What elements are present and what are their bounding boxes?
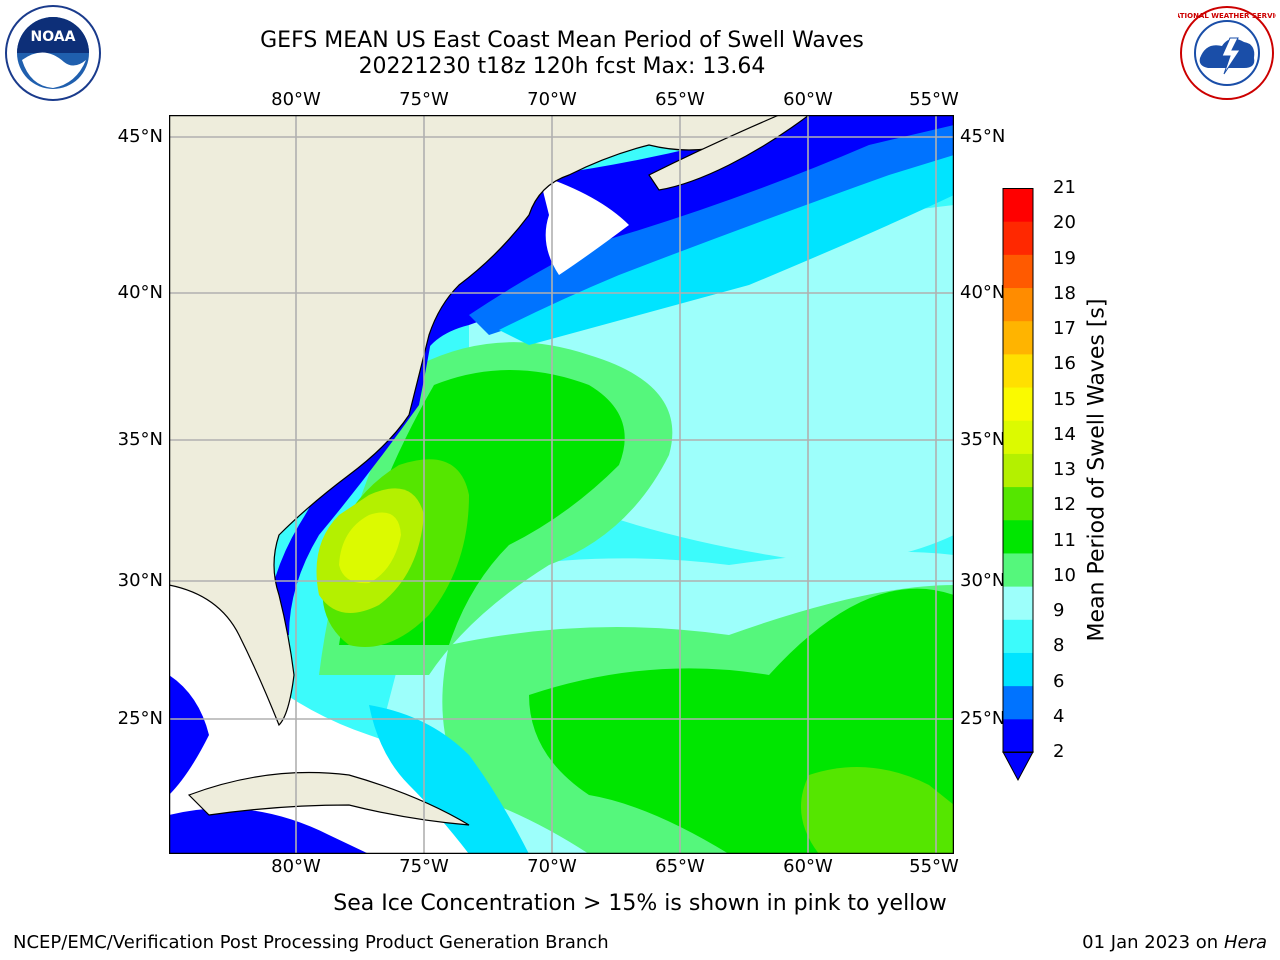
colorbar-tick-label: 2 — [1053, 741, 1065, 762]
lon-label-top: 80°W — [271, 89, 321, 110]
lon-label-bottom: 60°W — [783, 856, 833, 877]
colorbar-segment — [1003, 519, 1033, 554]
field-4-6s-bahamas — [369, 705, 529, 854]
colorbar-tick-label: 15 — [1053, 388, 1076, 410]
colorbar-segment — [1003, 619, 1033, 653]
colorbar — [1002, 188, 1034, 782]
lat-label-right: 35°N — [960, 429, 1006, 450]
colorbar-tick-label: 16 — [1053, 353, 1076, 375]
field-13-14s-max — [339, 512, 401, 584]
land-nova-scotia — [648, 115, 811, 191]
lat-label-right: 30°N — [960, 570, 1006, 591]
lat-label-right: 25°N — [960, 708, 1006, 729]
swell-period-map — [169, 115, 954, 854]
colorbar-tick-label: 9 — [1053, 600, 1065, 621]
lat-label-left: 30°N — [117, 570, 163, 591]
colorbar-segment — [1003, 685, 1033, 720]
lat-label-right: 45°N — [960, 126, 1006, 147]
lat-label-left: 45°N — [117, 126, 163, 147]
colorbar-tick-label: 13 — [1053, 459, 1076, 480]
footer-branch: NCEP/EMC/Verification Post Processing Pr… — [13, 932, 609, 953]
masked-area-gulf-of-maine — [539, 175, 629, 275]
lat-label-right: 40°N — [960, 282, 1006, 303]
colorbar-segment — [1003, 453, 1033, 488]
field-4-6s-north — [469, 125, 954, 335]
lon-label-top: 60°W — [783, 89, 833, 110]
colorbar-segment — [1003, 188, 1033, 222]
colorbar-segment — [1003, 320, 1033, 355]
graticule — [169, 115, 954, 854]
colorbar-segment — [1003, 387, 1033, 421]
field-11-12s-southeast — [801, 767, 954, 854]
lon-label-top: 65°W — [655, 89, 705, 110]
colorbar-tick-label: 18 — [1053, 282, 1076, 304]
colorbar-tick-label: 17 — [1053, 318, 1076, 339]
map-subtitle: 20221230 t18z 120h fcst Max: 13.64 — [358, 54, 766, 79]
colorbar-tick-label: 6 — [1053, 670, 1065, 692]
colorbar-segment — [1003, 353, 1033, 388]
colorbar-tick-label: 11 — [1053, 529, 1076, 551]
lat-label-left: 40°N — [117, 282, 163, 303]
field-2-4s-cuba-south — [169, 808, 369, 854]
lon-label-top: 55°W — [909, 89, 959, 110]
colorbar-tick-label: 14 — [1053, 423, 1076, 445]
svg-text:NATIONAL WEATHER SERVICE: NATIONAL WEATHER SERVICE — [1178, 12, 1276, 20]
map-frame — [169, 115, 954, 854]
lat-label-left: 25°N — [117, 708, 163, 729]
lon-label-bottom: 80°W — [271, 856, 321, 877]
colorbar-tick-label: 19 — [1053, 247, 1076, 269]
noaa-logo: NOAA — [5, 5, 101, 101]
colorbar-segment — [1003, 718, 1033, 753]
lon-label-bottom: 65°W — [655, 856, 705, 877]
lon-label-bottom: 75°W — [399, 856, 449, 877]
colorbar-segment — [1003, 221, 1033, 255]
field-6-8s-north — [499, 155, 954, 345]
lat-label-left: 35°N — [117, 429, 163, 450]
colorbar-segment — [1003, 486, 1033, 521]
colorbar-tick-label: 4 — [1053, 705, 1065, 727]
colorbar-segment — [1003, 652, 1033, 687]
colorbar-segment — [1003, 586, 1033, 620]
colorbar-segment — [1003, 552, 1033, 587]
land-north-america — [169, 115, 810, 727]
colorbar-tick-label: 10 — [1053, 564, 1076, 586]
colorbar-tick-label: 8 — [1053, 635, 1065, 657]
colorbar-extend-arrow — [1002, 751, 1034, 782]
footer-host: Hera — [1223, 932, 1267, 953]
lon-label-bottom: 55°W — [909, 856, 959, 877]
colorbar-segment — [1003, 254, 1033, 289]
nws-logo: NATIONAL WEATHER SERVICE — [1178, 6, 1276, 100]
colorbar-tick-label: 21 — [1053, 177, 1076, 198]
colorbar-segment — [1003, 420, 1033, 454]
lon-label-bottom: 70°W — [527, 856, 577, 877]
sea-ice-note: Sea Ice Concentration > 15% is shown in … — [333, 891, 947, 916]
lon-label-top: 75°W — [399, 89, 449, 110]
colorbar-tick-label: 20 — [1053, 212, 1076, 234]
field-2-4s-caribbean — [169, 675, 209, 795]
colorbar-tick-label: 12 — [1053, 494, 1076, 516]
colorbar-segment — [1003, 287, 1033, 322]
footer-date: 01 Jan 2023 on Hera — [1082, 932, 1267, 953]
lon-label-top: 70°W — [527, 89, 577, 110]
svg-text:NOAA: NOAA — [31, 29, 76, 45]
colorbar-label: Mean Period of Swell Waves [s] — [1084, 298, 1110, 642]
map-title: GEFS MEAN US East Coast Mean Period of S… — [260, 28, 864, 53]
